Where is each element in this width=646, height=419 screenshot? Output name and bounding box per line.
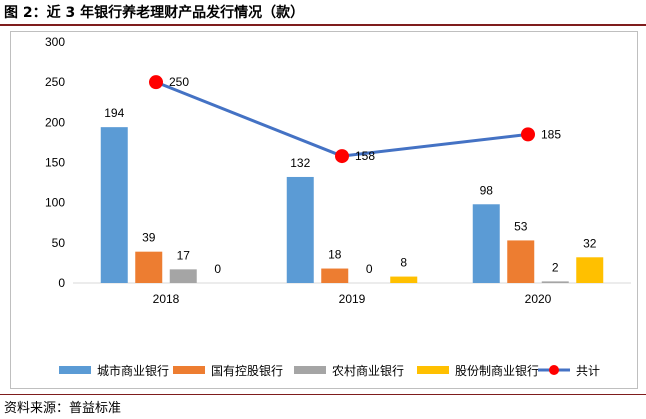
- bar-value-label: 17: [177, 248, 191, 262]
- bar: [135, 251, 163, 283]
- legend-label: 国有控股银行: [211, 364, 283, 378]
- bar: [472, 204, 500, 283]
- y-tick-label: 200: [45, 115, 65, 129]
- legend-swatch: [294, 366, 326, 374]
- bar: [321, 268, 349, 283]
- bar: [169, 269, 197, 283]
- line-layer: 250 158 185: [149, 75, 561, 164]
- legend: 城市商业银行 国有控股银行 农村商业银行 股份制商业银行 共计: [59, 363, 600, 378]
- bar: [390, 276, 418, 283]
- total-marker: [521, 127, 535, 142]
- total-value-label: 158: [355, 149, 375, 163]
- x-tick-label: 2018: [153, 292, 180, 306]
- bar-layer: 194 39 17 0 132 18 0 8 98 53 2 32: [100, 106, 604, 283]
- y-tick-label: 300: [45, 35, 65, 49]
- bar-value-label: 39: [142, 231, 156, 245]
- y-tick-label: 0: [58, 276, 65, 290]
- total-marker: [335, 149, 349, 164]
- total-value-label: 185: [541, 127, 561, 141]
- figure-title: 图 2：近 3 年银行养老理财产品发行情况（款）: [4, 5, 305, 21]
- y-tick-label: 50: [52, 236, 66, 250]
- chart-frame: 0 50 100 150 200 250 300 2018 2019 2020 194 39 17 0 1…: [10, 31, 638, 389]
- bar-value-label: 18: [328, 248, 342, 262]
- legend-label: 共计: [576, 364, 600, 378]
- bar: [100, 127, 128, 283]
- bar-value-label: 132: [290, 156, 310, 170]
- y-tick-label: 250: [45, 75, 65, 89]
- bar: [286, 176, 314, 283]
- bar-value-label: 53: [514, 219, 528, 233]
- y-tick-label: 150: [45, 156, 65, 170]
- title-rule: [0, 24, 646, 26]
- legend-label: 股份制商业银行: [455, 363, 539, 378]
- bar-value-label: 2: [552, 260, 559, 274]
- y-tick-label: 100: [45, 196, 65, 210]
- bar-value-label: 0: [366, 262, 373, 276]
- bar-value-label: 8: [400, 256, 407, 270]
- bar-value-label: 0: [214, 262, 221, 276]
- total-value-label: 250: [169, 75, 189, 89]
- bar: [576, 257, 604, 283]
- bottom-rule: [0, 394, 646, 395]
- legend-swatch: [59, 366, 91, 374]
- total-line: [155, 80, 529, 158]
- bar-value-label: 98: [480, 183, 494, 197]
- legend-line-marker: [549, 365, 559, 375]
- x-tick-label: 2019: [339, 292, 366, 306]
- figure-source: 资料来源：普益标准: [4, 401, 122, 416]
- legend-label: 农村商业银行: [332, 363, 404, 378]
- legend-swatch: [173, 366, 205, 374]
- legend-label: 城市商业银行: [97, 363, 169, 378]
- legend-swatch: [417, 366, 449, 374]
- bar-value-label: 194: [104, 106, 124, 120]
- bar: [507, 240, 535, 283]
- bar: [541, 281, 569, 283]
- x-tick-label: 2020: [525, 292, 552, 306]
- total-marker: [149, 75, 163, 90]
- bar-value-label: 32: [583, 236, 597, 250]
